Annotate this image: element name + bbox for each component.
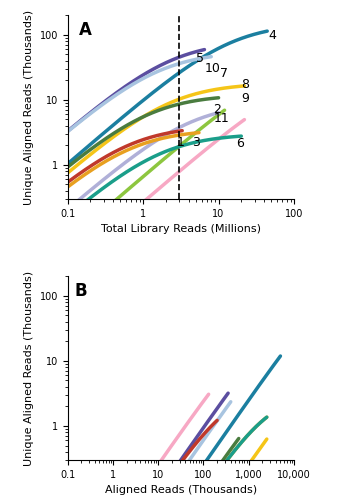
- Text: 8: 8: [241, 78, 249, 91]
- Text: 2: 2: [213, 104, 221, 117]
- Text: A: A: [79, 20, 92, 38]
- Text: 5: 5: [196, 52, 204, 65]
- Text: 6: 6: [236, 136, 244, 149]
- X-axis label: Total Library Reads (Millions): Total Library Reads (Millions): [101, 224, 261, 234]
- Text: 10: 10: [204, 62, 220, 75]
- Text: 1: 1: [177, 136, 185, 149]
- Text: B: B: [74, 282, 87, 300]
- X-axis label: Aligned Reads (Thousands): Aligned Reads (Thousands): [105, 486, 257, 496]
- Text: 3: 3: [192, 136, 200, 149]
- Text: 7: 7: [220, 68, 228, 80]
- Text: 4: 4: [269, 28, 276, 42]
- Text: 11: 11: [213, 112, 229, 124]
- Y-axis label: Unique Aligned Reads (Thousands): Unique Aligned Reads (Thousands): [24, 270, 34, 466]
- Y-axis label: Unique Aligned Reads (Thousands): Unique Aligned Reads (Thousands): [24, 10, 34, 204]
- Text: 9: 9: [241, 92, 249, 105]
